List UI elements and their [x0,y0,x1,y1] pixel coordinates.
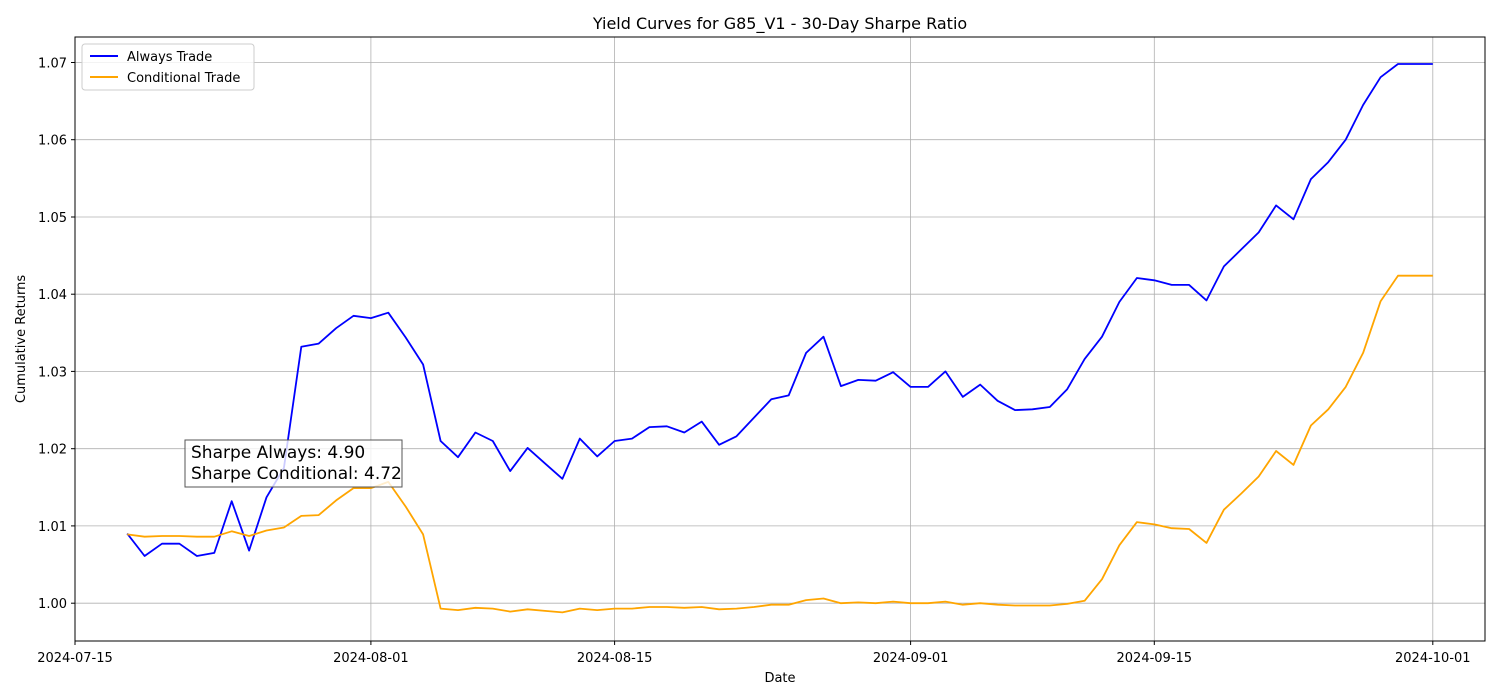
y-tick-label: 1.00 [38,597,67,612]
x-tick-label: 2024-09-15 [1117,651,1193,666]
y-tick-label: 1.03 [38,365,67,380]
chart-title: Yield Curves for G85_V1 - 30-Day Sharpe … [592,14,967,34]
y-tick-label: 1.02 [38,443,67,458]
x-tick-layer: 2024-07-15 2024-08-01 2024-08-15 2024-09-01… [37,641,1471,666]
y-tick-label: 1.04 [38,288,67,303]
y-axis-label: Cumulative Returns [14,275,29,403]
legend: Always Trade Conditional Trade [81,43,255,91]
series-line-always-trade [126,63,1433,557]
legend-label-conditional-trade: Conditional Trade [127,71,240,86]
y-tick-label: 1.06 [38,134,67,149]
annotation-line-conditional: Sharpe Conditional: 4.72 [191,464,402,484]
x-tick-label: 2024-10-01 [1395,651,1471,666]
y-tick-label: 1.07 [38,57,67,72]
x-tick-label: 2024-07-15 [37,651,113,666]
legend-label-always-trade: Always Trade [127,50,212,65]
y-tick-label: 1.05 [38,211,67,226]
annotation-line-always: Sharpe Always: 4.90 [191,443,365,463]
x-tick-label: 2024-08-01 [333,651,409,666]
sharpe-annotation: Sharpe Always: 4.90 Sharpe Conditional: … [184,439,403,488]
series-line-conditional-trade [127,274,1433,614]
x-tick-label: 2024-08-15 [577,651,653,666]
x-axis-label: Date [764,671,795,686]
grid-layer [74,37,1485,641]
series-layer [126,63,1433,614]
y-tick-label: 1.01 [38,520,67,535]
y-tick-layer: 1.00 1.01 1.02 1.03 1.04 1.05 1.06 1.07 [38,57,75,612]
plot-frame [74,36,1486,642]
x-tick-label: 2024-09-01 [873,651,949,666]
legend-frame [81,43,255,91]
annotation-frame [184,439,403,488]
